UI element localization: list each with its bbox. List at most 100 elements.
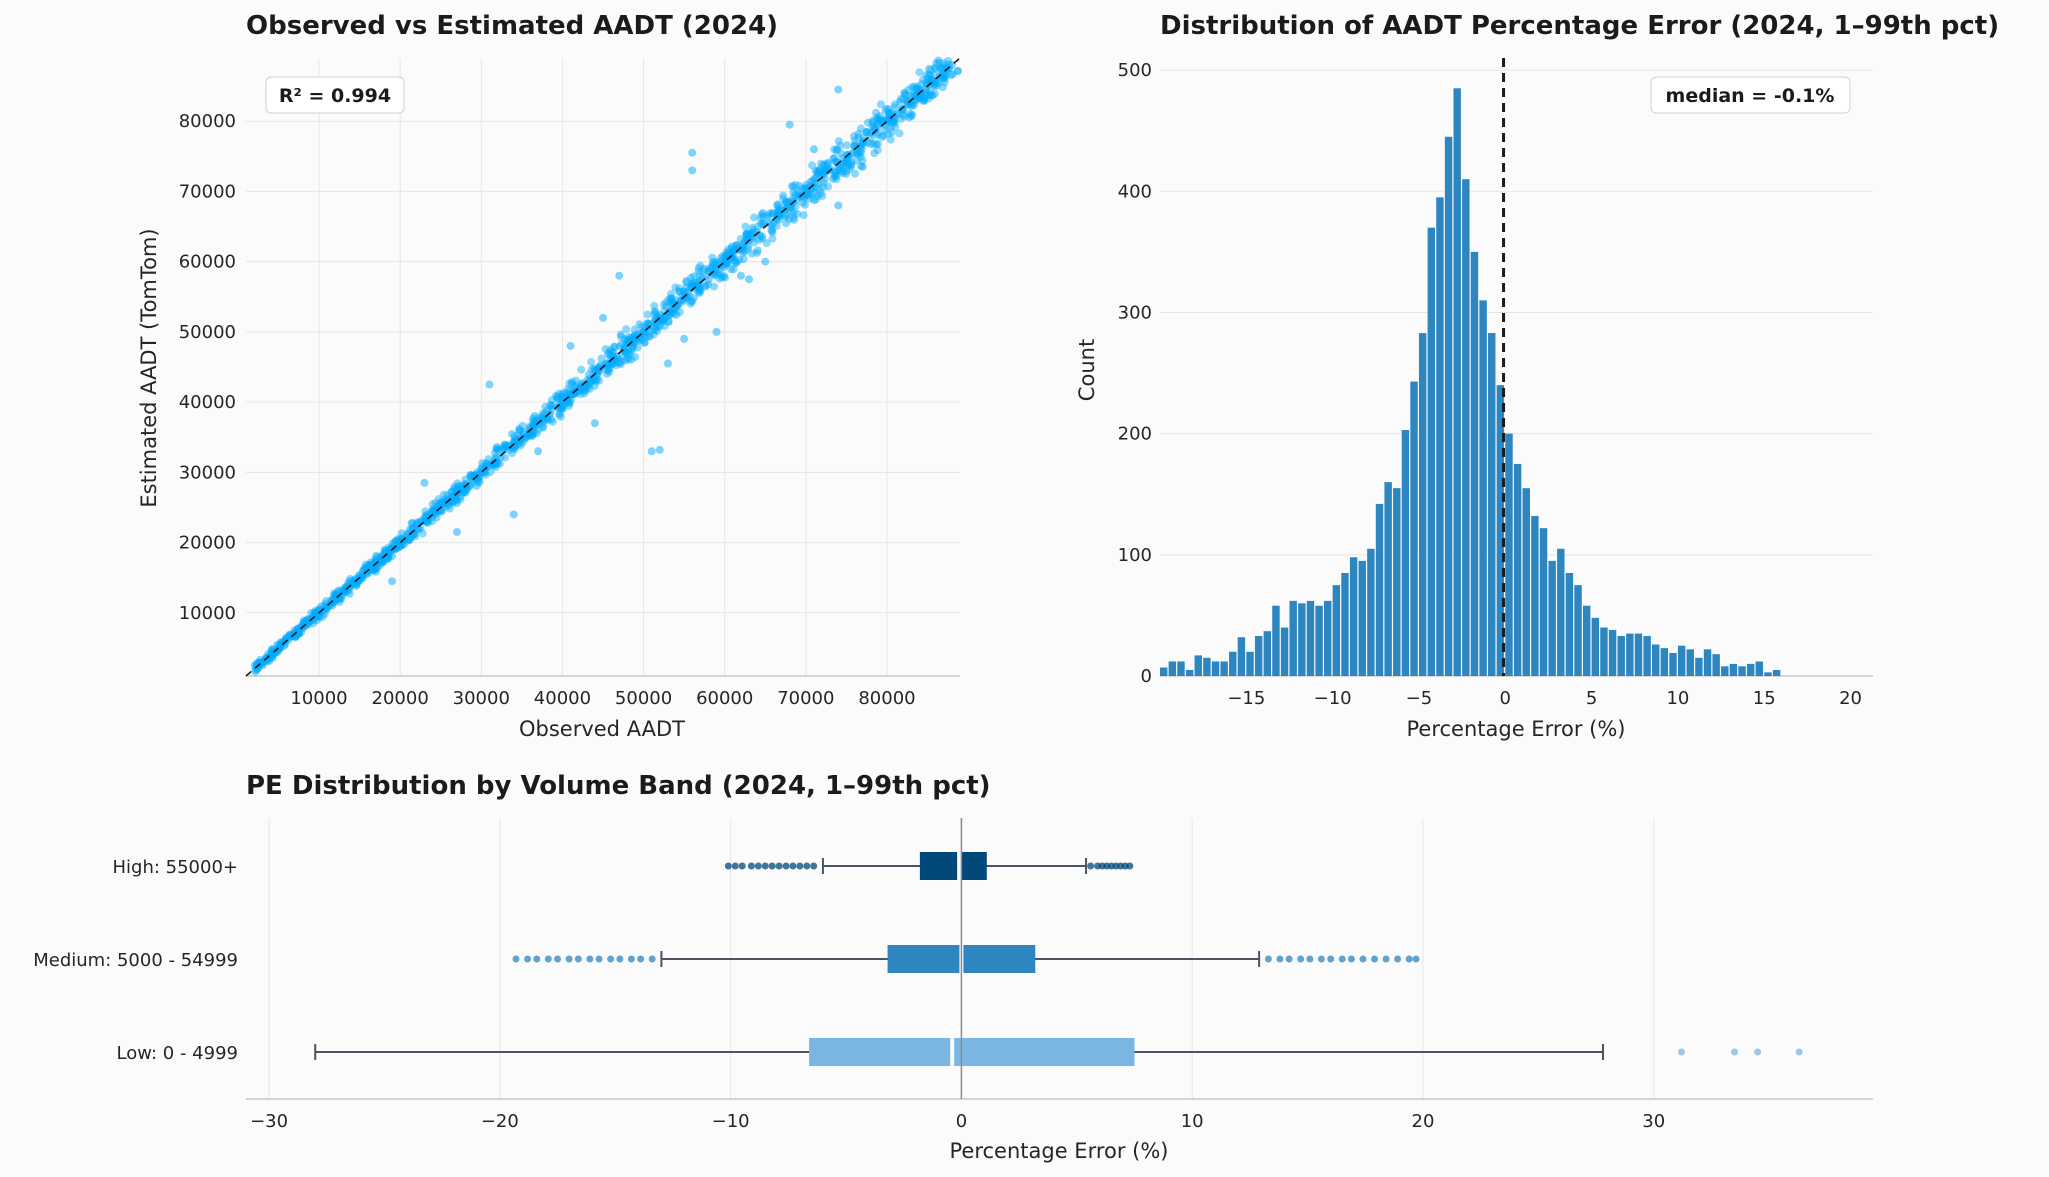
- scatter-point: [926, 66, 935, 75]
- scatter-point: [370, 565, 379, 574]
- scatter-point: [624, 348, 633, 357]
- scatter-point: [754, 222, 763, 231]
- scatter-point: [581, 385, 590, 394]
- scatter-point: [311, 613, 320, 622]
- scatter-point: [910, 101, 919, 110]
- scatter-point: [625, 350, 634, 359]
- scatter-point: [361, 560, 370, 569]
- scatter-point: [769, 209, 778, 218]
- scatter-point: [621, 356, 630, 365]
- scatter-point: [315, 613, 324, 622]
- scatter-point: [274, 645, 283, 654]
- scatter-point: [373, 563, 382, 572]
- scatter-point: [345, 589, 354, 598]
- scatter-point: [758, 234, 767, 243]
- scatter-point: [534, 417, 543, 426]
- scatter-point: [339, 586, 348, 595]
- scatter-point: [686, 299, 695, 308]
- scatter-point: [454, 482, 463, 491]
- scatter-point: [667, 294, 676, 303]
- scatter-point: [606, 351, 615, 360]
- scatter-point: [466, 471, 475, 480]
- boxplot-outlier: [607, 955, 615, 963]
- scatter-point: [708, 253, 717, 262]
- scatter-point: [816, 189, 825, 198]
- scatter-point: [935, 64, 944, 73]
- scatter-point: [447, 488, 456, 497]
- scatter-point: [640, 338, 649, 347]
- scatter-x-tick-label: 80000: [858, 688, 915, 709]
- scatter-point: [740, 239, 749, 248]
- scatter-point: [813, 191, 822, 200]
- scatter-point: [428, 509, 437, 518]
- scatter-point: [429, 506, 438, 515]
- boxplot-band-label: Medium: 5000 - 54999: [33, 950, 238, 971]
- scatter-point: [597, 354, 606, 363]
- scatter-point: [628, 342, 637, 351]
- scatter-point: [299, 616, 308, 625]
- scatter-point: [822, 162, 831, 171]
- scatter-point: [309, 616, 318, 625]
- scatter-point: [710, 282, 719, 291]
- histogram-title: Distribution of AADT Percentage Error (2…: [1160, 11, 1999, 41]
- scatter-point: [787, 182, 796, 191]
- scatter-point: [402, 529, 411, 538]
- histogram-x-tick-label: 5: [1586, 688, 1597, 709]
- scatter-point: [664, 317, 673, 326]
- histogram-bar: [1591, 617, 1600, 676]
- scatter-point: [322, 605, 331, 614]
- scatter-point: [622, 325, 631, 334]
- boxplot-panel: PE Distribution by Volume Band (2024, 1–…: [33, 771, 1873, 1163]
- scatter-point: [519, 427, 528, 436]
- scatter-point: [815, 185, 824, 194]
- scatter-point: [565, 398, 574, 407]
- scatter-point: [920, 96, 929, 105]
- histogram-x-tick-label: 20: [1839, 688, 1862, 709]
- scatter-point: [650, 301, 659, 310]
- scatter-point: [505, 445, 514, 454]
- histogram-bar: [1418, 333, 1427, 676]
- scatter-point: [926, 87, 935, 96]
- scatter-point: [886, 122, 895, 131]
- scatter-point: [655, 311, 664, 320]
- scatter-point: [812, 183, 821, 192]
- scatter-point: [897, 114, 906, 123]
- boxplot-x-tick-label: 30: [1642, 1111, 1665, 1132]
- scatter-point: [363, 565, 372, 574]
- scatter-point: [769, 219, 778, 228]
- scatter-point: [764, 213, 773, 222]
- scatter-point: [672, 310, 681, 319]
- scatter-point: [798, 184, 807, 193]
- scatter-panel: Observed vs Estimated AADT (2024) Observ…: [137, 11, 963, 741]
- scatter-point: [372, 564, 381, 573]
- scatter-point: [658, 317, 667, 326]
- scatter-point: [664, 311, 673, 320]
- scatter-point: [390, 537, 399, 546]
- histogram-x-tick-label: −15: [1227, 688, 1265, 709]
- scatter-point: [785, 120, 794, 129]
- scatter-point: [616, 357, 625, 366]
- histogram-y-tick-label: 200: [1118, 424, 1152, 445]
- scatter-point: [922, 85, 931, 94]
- scatter-point: [388, 577, 397, 586]
- scatter-point: [322, 604, 331, 613]
- scatter-point: [852, 156, 861, 165]
- scatter-point: [274, 641, 283, 650]
- boxplot-outlier: [627, 955, 635, 963]
- scatter-point: [420, 513, 429, 522]
- histogram-bar: [1582, 605, 1591, 676]
- scatter-point: [466, 472, 475, 481]
- scatter-point: [629, 332, 638, 341]
- scatter-point: [732, 240, 741, 249]
- histogram-x-tick-label: 15: [1753, 688, 1776, 709]
- scatter-point: [508, 429, 517, 438]
- scatter-point: [564, 401, 573, 410]
- scatter-point: [873, 146, 882, 155]
- histogram-bar: [1772, 669, 1781, 676]
- scatter-point: [644, 319, 653, 328]
- scatter-point: [735, 255, 744, 264]
- histogram-bar: [1565, 573, 1574, 676]
- scatter-point: [694, 281, 703, 290]
- scatter-point: [547, 401, 556, 410]
